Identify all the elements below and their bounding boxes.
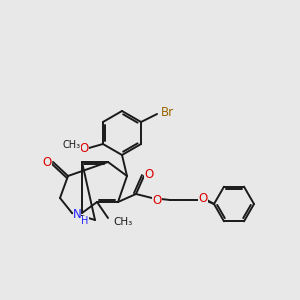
Text: CH₃: CH₃	[113, 217, 132, 227]
Text: O: O	[42, 155, 52, 169]
Text: Br: Br	[160, 106, 174, 119]
Text: CH₃: CH₃	[63, 140, 81, 150]
Text: O: O	[198, 193, 208, 206]
Text: N: N	[73, 208, 81, 220]
Text: O: O	[79, 142, 88, 155]
Text: O: O	[144, 167, 154, 181]
Text: O: O	[152, 194, 162, 206]
Text: H: H	[81, 216, 89, 226]
